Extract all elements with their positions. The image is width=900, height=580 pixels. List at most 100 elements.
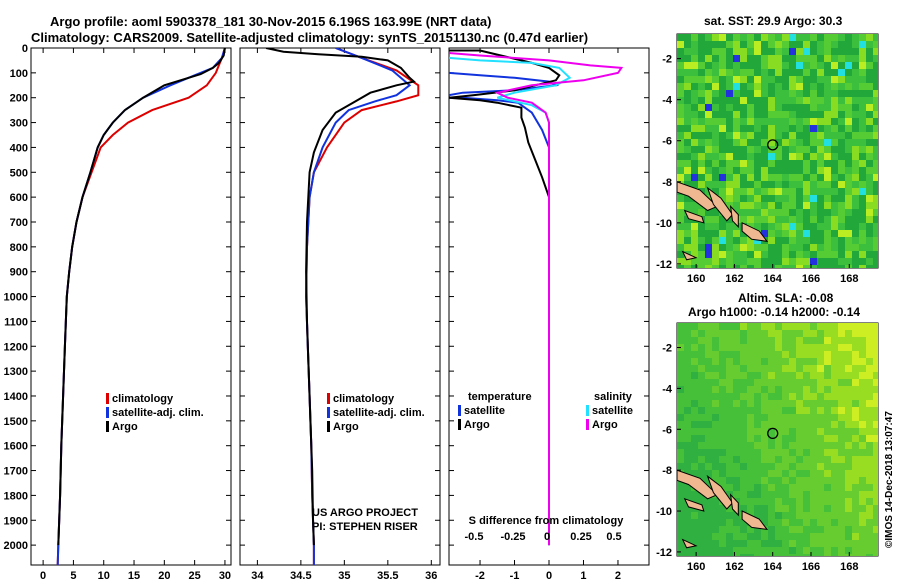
sla_map-cell	[726, 519, 733, 526]
sst_map-cell	[838, 181, 845, 188]
sla_map-cell	[726, 435, 733, 442]
sla_map-cell	[824, 386, 831, 393]
sst_map-cell	[691, 237, 698, 244]
sst_map-cell	[782, 167, 789, 174]
sla_map-cell	[712, 519, 719, 526]
sla_map-cell	[873, 540, 878, 547]
sla_map-cell	[859, 554, 866, 556]
sla_map-cell	[775, 421, 782, 428]
sst_map-cell	[698, 139, 705, 146]
sst_map-cell	[726, 48, 733, 55]
sst_map-cell	[747, 167, 754, 174]
sla_map-cell	[775, 547, 782, 554]
sst_map-cell	[796, 167, 803, 174]
sst_map-cell	[866, 118, 873, 125]
sla_map-cell	[712, 365, 719, 372]
sla_map-cell	[726, 547, 733, 554]
sla_map-cell	[740, 428, 747, 435]
sla_map-cell	[817, 463, 824, 470]
sst_map-cell	[761, 48, 768, 55]
sla_map-cell	[761, 547, 768, 554]
sla_map-cell	[754, 323, 761, 330]
sst_map-cell	[684, 244, 691, 251]
sst_map-island	[681, 250, 698, 261]
sst_map-cell	[719, 118, 726, 125]
sst_map-cell	[705, 132, 712, 139]
sst_map-cell	[845, 139, 852, 146]
sla_map-cell	[838, 351, 845, 358]
sst_map-cell	[873, 167, 878, 174]
sla_map-cell	[733, 477, 740, 484]
sla_map-cell	[810, 449, 817, 456]
sla_map-cell	[684, 414, 691, 421]
sst_map-cell	[831, 230, 838, 237]
sla_map-cell	[831, 330, 838, 337]
sst_map-cell	[761, 202, 768, 209]
sst_map-cell	[796, 76, 803, 83]
sst_map-cell	[817, 139, 824, 146]
sst_map-cell	[866, 139, 873, 146]
sst_map-cell	[712, 265, 719, 268]
sst_map-cell	[768, 230, 775, 237]
sst_map-cell	[691, 258, 698, 265]
sst_map-cell	[831, 41, 838, 48]
sst_map-cell	[803, 153, 810, 160]
sla_map-cell	[782, 484, 789, 491]
sla_map-cell	[768, 512, 775, 519]
sla_map-cell	[789, 526, 796, 533]
sst_map-cell	[831, 181, 838, 188]
sst_map-cell	[810, 265, 817, 268]
sst_map-cell	[873, 223, 878, 230]
sst_map-cell	[810, 251, 817, 258]
sla_map-cell	[719, 526, 726, 533]
sla_map-cell	[803, 323, 810, 330]
sla_map-cell	[796, 512, 803, 519]
sla_map-cell	[740, 540, 747, 547]
sst_map-cell	[733, 244, 740, 251]
sla_map-cell	[747, 456, 754, 463]
sst_map-cell	[831, 69, 838, 76]
sla_map-ytick-label: -10	[656, 506, 672, 518]
sst_map-cell	[789, 237, 796, 244]
sla_map-cell	[782, 533, 789, 540]
sla_map-cell	[684, 351, 691, 358]
sla_map-cell	[677, 407, 684, 414]
sst_map-cell	[838, 216, 845, 223]
sst_map-cell	[852, 48, 859, 55]
sst_map-cell	[782, 69, 789, 76]
sst_map-cell	[852, 146, 859, 153]
sla_map-cell	[754, 505, 761, 512]
sla_map-cell	[817, 484, 824, 491]
sla_map-cell	[691, 421, 698, 428]
sst_map-cell	[775, 55, 782, 62]
sst_map-cell	[726, 111, 733, 118]
sla_map-cell	[845, 386, 852, 393]
sst_map-cell	[768, 76, 775, 83]
sla_map-cell	[740, 372, 747, 379]
sla_map-cell	[824, 477, 831, 484]
sst_map-cell	[719, 244, 726, 251]
sst_map-cell	[817, 153, 824, 160]
sla_map-cell	[733, 400, 740, 407]
sla_map-cell	[698, 442, 705, 449]
sla_map-cell	[747, 498, 754, 505]
sla_map-cell	[726, 449, 733, 456]
sla_map-cell	[684, 358, 691, 365]
sla_map-cell	[789, 547, 796, 554]
sla_map-cell	[817, 344, 824, 351]
sla_map-cell	[733, 554, 740, 556]
sst_map-cell	[698, 181, 705, 188]
sst_map-cell	[796, 34, 803, 41]
sst_map-cell	[817, 209, 824, 216]
sla_map-cell	[873, 379, 878, 386]
sla_map-cell	[712, 470, 719, 477]
sst_map-cell	[691, 118, 698, 125]
sst_map-cell	[782, 83, 789, 90]
sla_map-cell	[782, 470, 789, 477]
sla_map-cell	[684, 519, 691, 526]
sla_map-cell	[873, 456, 878, 463]
sst_map-cell	[845, 62, 852, 69]
sst_map-cell	[754, 90, 761, 97]
sla_map-cell	[873, 449, 878, 456]
sla_map-cell	[803, 533, 810, 540]
